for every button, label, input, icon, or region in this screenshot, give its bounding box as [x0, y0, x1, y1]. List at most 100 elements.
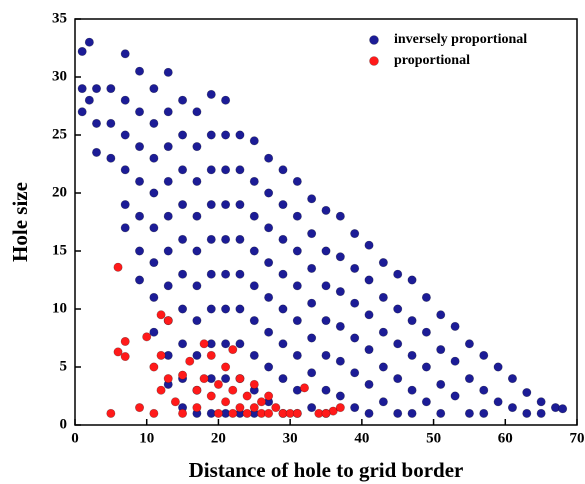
point — [479, 408, 489, 418]
point — [421, 292, 431, 302]
point — [264, 391, 274, 401]
point — [192, 211, 202, 221]
point — [249, 379, 259, 389]
point — [321, 246, 331, 256]
x-tick-label: 70 — [570, 430, 585, 446]
point — [149, 188, 159, 198]
point — [199, 339, 209, 349]
y-axis-label: Hole size — [8, 182, 32, 262]
point — [135, 246, 145, 256]
point — [192, 176, 202, 186]
y-tick-label: 25 — [52, 126, 67, 142]
point — [378, 258, 388, 268]
point — [149, 258, 159, 268]
point — [335, 252, 345, 262]
point — [321, 281, 331, 291]
point — [113, 262, 123, 272]
point — [407, 408, 417, 418]
point — [264, 362, 274, 372]
point — [192, 403, 202, 413]
point — [278, 165, 288, 175]
point — [206, 391, 216, 401]
x-tick-label: 10 — [139, 430, 154, 446]
point — [163, 67, 173, 77]
x-axis-label: Distance of hole to grid border — [189, 458, 464, 482]
legend-label: inversely proportional — [394, 32, 527, 47]
point — [307, 333, 317, 343]
point — [221, 397, 231, 407]
point — [242, 391, 252, 401]
point — [178, 95, 188, 105]
point — [292, 246, 302, 256]
point — [350, 229, 360, 239]
point — [264, 327, 274, 337]
point — [120, 336, 130, 346]
point — [278, 374, 288, 384]
point — [350, 368, 360, 378]
point — [292, 281, 302, 291]
point — [235, 130, 245, 140]
point — [192, 350, 202, 360]
legend-marker — [369, 35, 379, 45]
point — [185, 356, 195, 366]
y-tick-label: 0 — [60, 416, 68, 432]
point — [264, 188, 274, 198]
point — [307, 194, 317, 204]
point — [378, 327, 388, 337]
point — [436, 310, 446, 320]
point — [393, 269, 403, 279]
point — [206, 234, 216, 244]
point — [335, 356, 345, 366]
point — [178, 269, 188, 279]
point — [92, 118, 102, 128]
point — [249, 403, 259, 413]
point — [206, 130, 216, 140]
point — [221, 95, 231, 105]
point — [493, 397, 503, 407]
x-tick-label: 0 — [71, 430, 79, 446]
point — [307, 263, 317, 273]
point — [242, 408, 252, 418]
point — [228, 408, 238, 418]
point — [178, 165, 188, 175]
point — [221, 130, 231, 140]
point — [278, 269, 288, 279]
point — [464, 408, 474, 418]
point — [364, 240, 374, 250]
point — [135, 211, 145, 221]
point — [278, 304, 288, 314]
point — [84, 95, 94, 105]
y-tick-label: 15 — [52, 242, 67, 258]
point — [106, 118, 116, 128]
point — [407, 385, 417, 395]
point — [407, 316, 417, 326]
point — [178, 130, 188, 140]
point — [464, 339, 474, 349]
point — [135, 275, 145, 285]
point — [378, 397, 388, 407]
point — [307, 229, 317, 239]
point — [292, 408, 302, 418]
point — [407, 275, 417, 285]
point — [206, 89, 216, 99]
point — [221, 269, 231, 279]
point — [235, 339, 245, 349]
point — [213, 379, 223, 389]
point — [271, 403, 281, 413]
point — [156, 350, 166, 360]
y-tick-label: 30 — [52, 68, 67, 84]
x-tick-label: 30 — [283, 430, 298, 446]
point — [199, 374, 209, 384]
y-tick-label: 10 — [52, 300, 67, 316]
point — [163, 246, 173, 256]
point — [307, 298, 317, 308]
point — [106, 408, 116, 418]
point — [77, 107, 87, 117]
point — [135, 66, 145, 76]
point — [156, 385, 166, 395]
y-tick-label: 35 — [52, 10, 67, 26]
point — [278, 339, 288, 349]
point — [135, 107, 145, 117]
point — [249, 316, 259, 326]
point — [321, 350, 331, 360]
